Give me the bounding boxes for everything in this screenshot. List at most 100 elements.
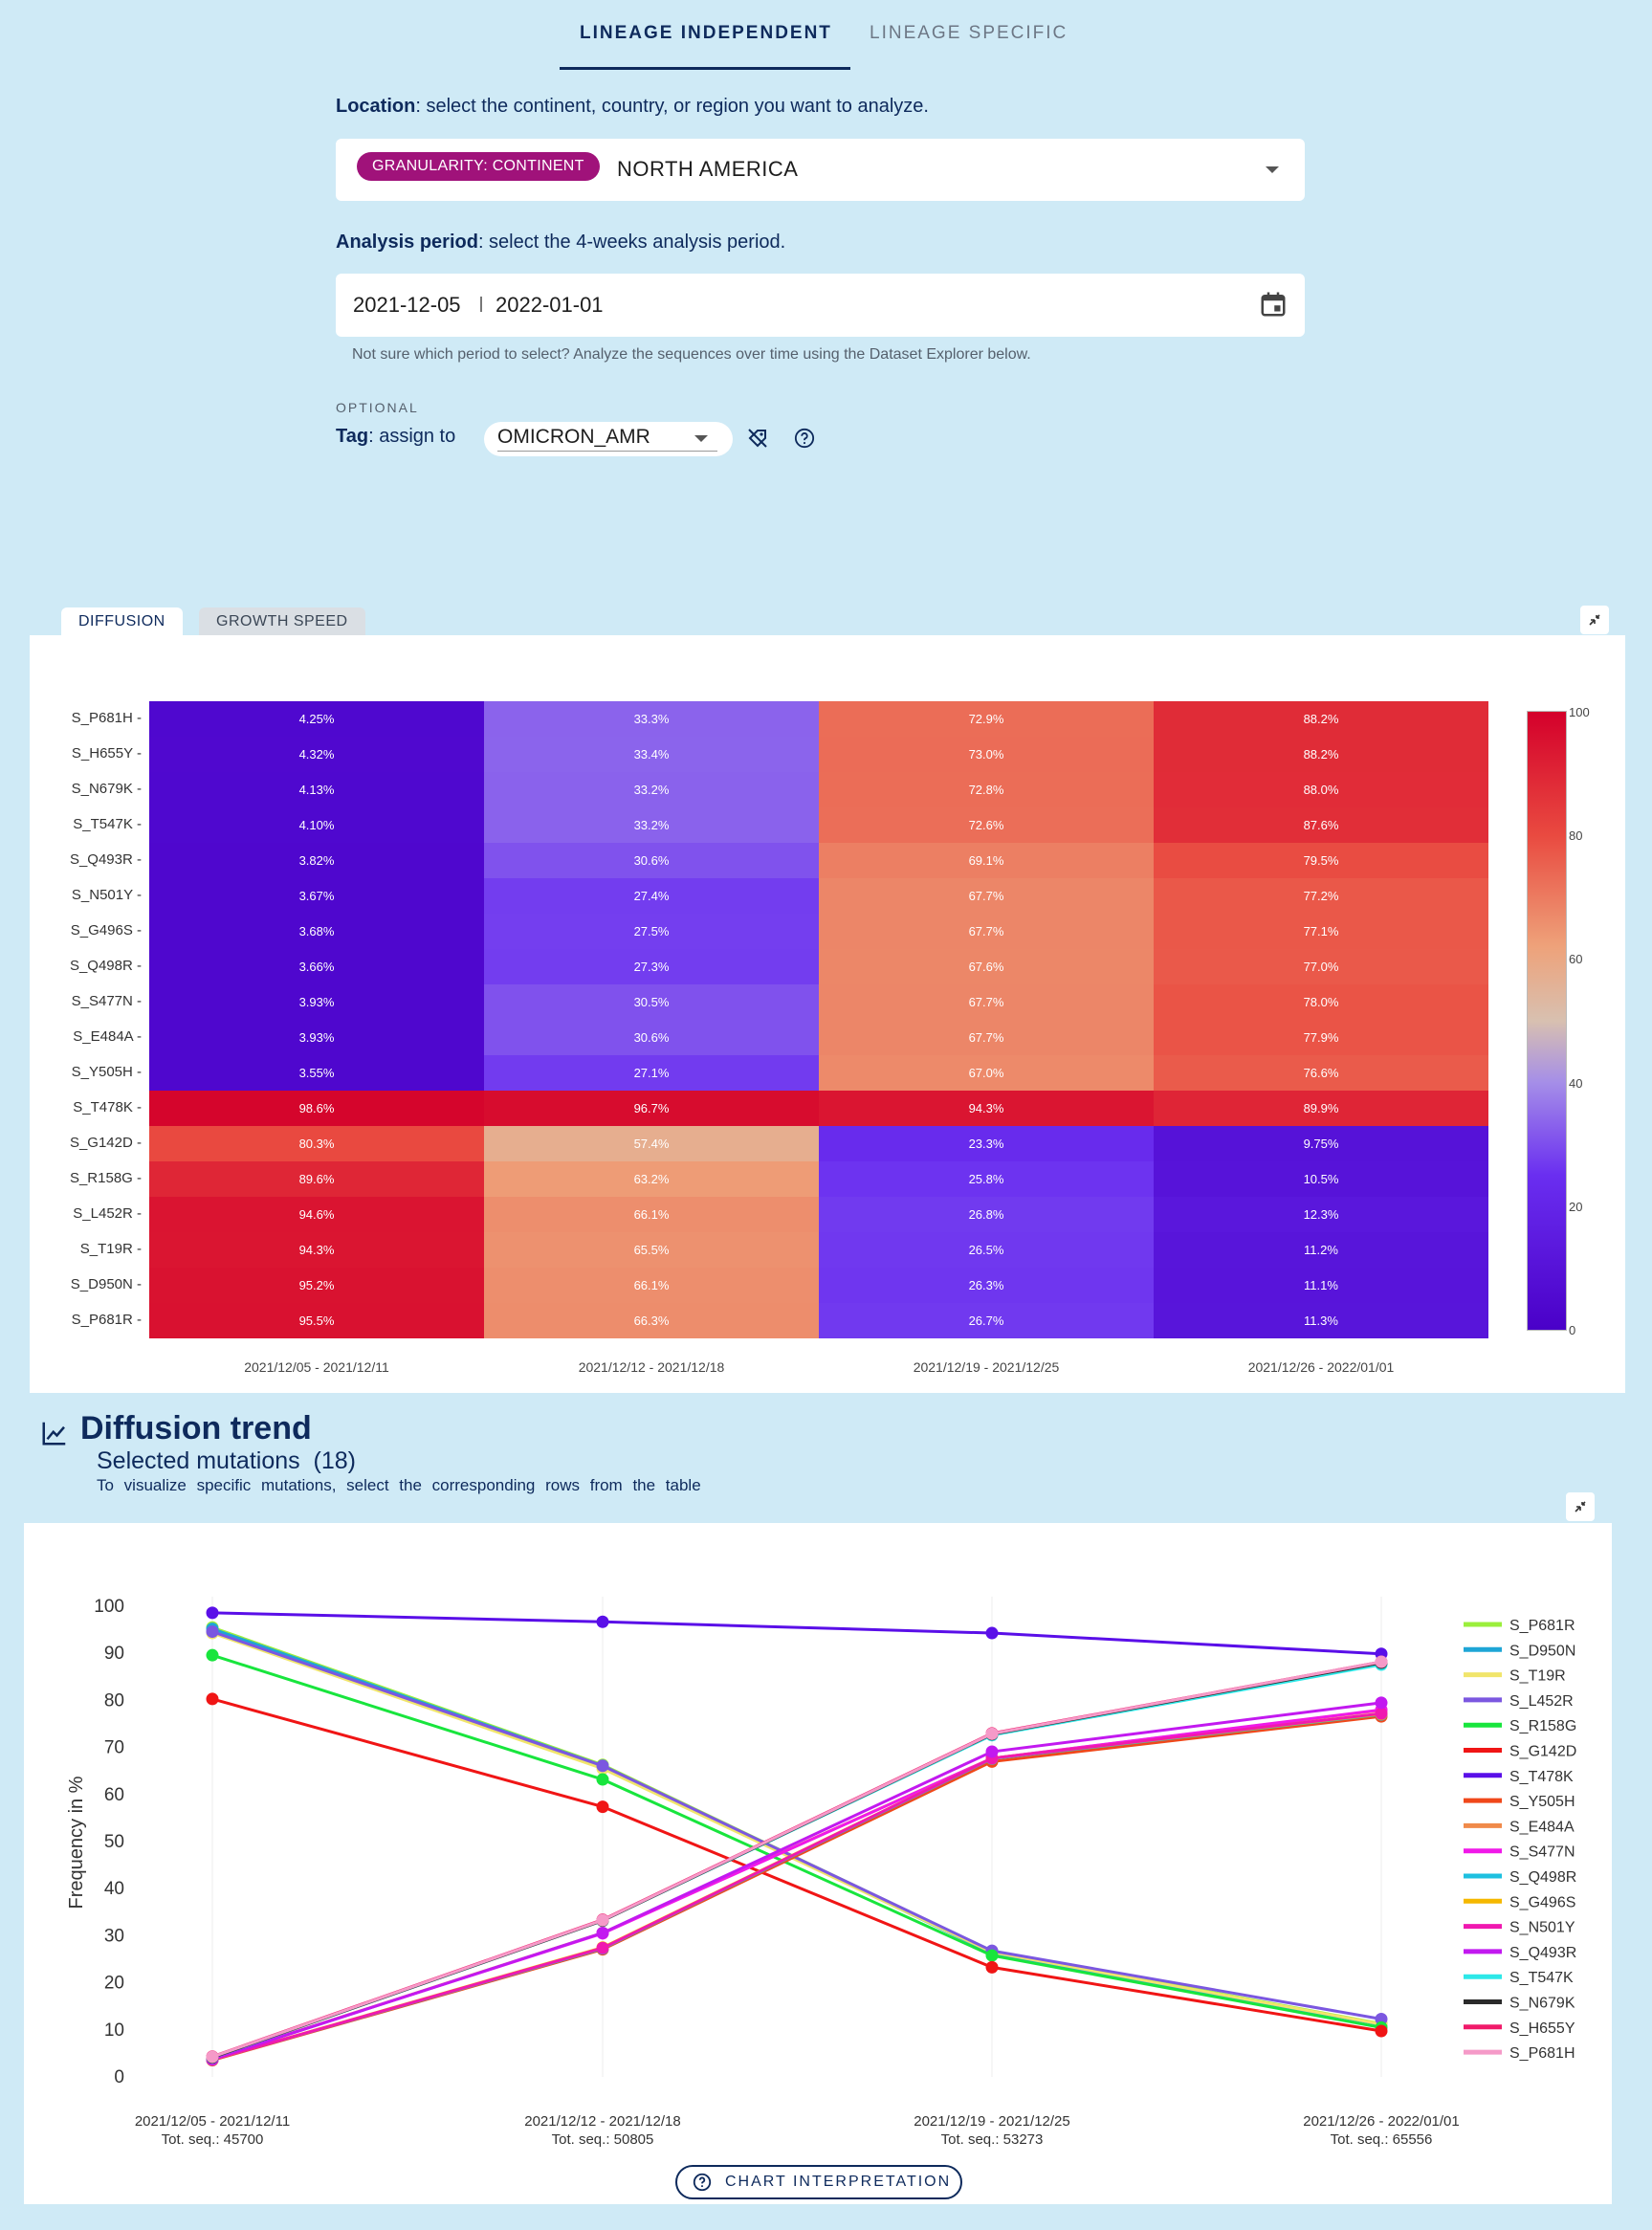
granularity-chip[interactable]: GRANULARITY: CONTINENT [357, 152, 600, 181]
heatmap-cell[interactable]: 3.82% [149, 843, 484, 878]
series-point[interactable] [985, 1960, 999, 1974]
tag-off-icon[interactable] [746, 427, 769, 450]
tag-select[interactable]: OMICRON_AMR [484, 422, 733, 456]
collapse-heatmap-button[interactable] [1580, 606, 1609, 634]
series-point[interactable] [596, 1941, 609, 1954]
series-line[interactable] [211, 1611, 1382, 1656]
heatmap-cell[interactable]: 4.25% [149, 701, 484, 737]
heatmap-cell[interactable]: 27.4% [484, 878, 819, 914]
legend-label[interactable]: S_G496S [1509, 1894, 1575, 1910]
heatmap-cell[interactable]: 27.3% [484, 949, 819, 984]
heatmap-cell[interactable]: 30.6% [484, 1020, 819, 1055]
period-date-range[interactable]: 2021-12-05 2022-01-01 [336, 274, 1305, 337]
heatmap-cell[interactable]: 88.2% [1154, 737, 1488, 772]
chart-interpretation-button[interactable]: CHART INTERPRETATION [675, 2165, 962, 2199]
heatmap-cell[interactable]: 77.2% [1154, 878, 1488, 914]
heatmap-cell[interactable]: 27.1% [484, 1055, 819, 1091]
heatmap-cell[interactable]: 67.7% [819, 1020, 1154, 1055]
heatmap-cell[interactable]: 33.3% [484, 701, 819, 737]
heatmap-row-label[interactable]: S_E484A - [73, 1028, 142, 1045]
heatmap-row-label[interactable]: S_T19R - [79, 1241, 142, 1257]
series-line[interactable] [211, 1631, 1382, 2026]
heatmap-cell[interactable]: 30.5% [484, 984, 819, 1020]
series-point[interactable] [985, 1745, 999, 1758]
heatmap-cell[interactable]: 11.2% [1154, 1232, 1488, 1268]
series-point[interactable] [206, 1648, 219, 1662]
heatmap-cell[interactable]: 63.2% [484, 1161, 819, 1197]
heatmap-cell[interactable]: 67.0% [819, 1055, 1154, 1091]
tab-growth-speed[interactable]: GROWTH SPEED [199, 607, 365, 636]
heatmap-cell[interactable]: 10.5% [1154, 1161, 1488, 1197]
series-point[interactable] [596, 1759, 609, 1773]
heatmap-cell[interactable]: 94.6% [149, 1197, 484, 1232]
heatmap-cell[interactable]: 95.5% [149, 1303, 484, 1338]
series-line[interactable] [211, 1653, 1382, 2029]
heatmap-cell[interactable]: 33.2% [484, 807, 819, 843]
legend-label[interactable]: S_G142D [1509, 1744, 1576, 1760]
heatmap-cell[interactable]: 30.6% [484, 843, 819, 878]
series-point[interactable] [596, 1800, 609, 1814]
heatmap-cell[interactable]: 27.5% [484, 914, 819, 949]
heatmap-cell[interactable]: 26.5% [819, 1232, 1154, 1268]
legend-label[interactable]: S_T19R [1509, 1668, 1566, 1685]
heatmap-cell[interactable]: 3.66% [149, 949, 484, 984]
heatmap-cell[interactable]: 69.1% [819, 843, 1154, 878]
legend-label[interactable]: S_N679K [1509, 1996, 1575, 2012]
series-line[interactable] [211, 1701, 1382, 2061]
collapse-trend-button[interactable] [1566, 1492, 1595, 1521]
series-point[interactable] [596, 1913, 609, 1927]
heatmap-cell[interactable]: 25.8% [819, 1161, 1154, 1197]
heatmap-row-label[interactable]: S_L452R - [73, 1205, 142, 1222]
heatmap-cell[interactable]: 12.3% [1154, 1197, 1488, 1232]
heatmap-cell[interactable]: 77.1% [1154, 914, 1488, 949]
heatmap-cell[interactable]: 80.3% [149, 1126, 484, 1161]
series-point[interactable] [206, 1692, 219, 1706]
heatmap-cell[interactable]: 67.7% [819, 984, 1154, 1020]
heatmap-cell[interactable]: 66.3% [484, 1303, 819, 1338]
heatmap-cell[interactable]: 77.9% [1154, 1020, 1488, 1055]
heatmap-cell[interactable]: 76.6% [1154, 1055, 1488, 1091]
series-point[interactable] [985, 1949, 999, 1962]
heatmap-cell[interactable]: 73.0% [819, 737, 1154, 772]
legend-label[interactable]: S_Y505H [1509, 1794, 1575, 1810]
heatmap-cell[interactable]: 67.7% [819, 878, 1154, 914]
series-point[interactable] [1375, 1696, 1388, 1710]
heatmap-cell[interactable]: 72.8% [819, 772, 1154, 807]
heatmap-cell[interactable]: 87.6% [1154, 807, 1488, 843]
series-line[interactable] [211, 1660, 1382, 2059]
series-point[interactable] [985, 1626, 999, 1640]
heatmap-cell[interactable]: 3.55% [149, 1055, 484, 1091]
location-select[interactable]: GRANULARITY: CONTINENT NORTH AMERICA [336, 139, 1305, 201]
heatmap-cell[interactable]: 11.3% [1154, 1303, 1488, 1338]
series-point[interactable] [1375, 2024, 1388, 2038]
heatmap-cell[interactable]: 88.2% [1154, 701, 1488, 737]
heatmap-cell[interactable]: 9.75% [1154, 1126, 1488, 1161]
period-end[interactable]: 2022-01-01 [496, 293, 604, 317]
heatmap-cell[interactable]: 57.4% [484, 1126, 819, 1161]
heatmap-row-label[interactable]: S_T547K - [73, 816, 142, 832]
legend-label[interactable]: S_Q498R [1509, 1869, 1576, 1886]
heatmap-cell[interactable]: 26.7% [819, 1303, 1154, 1338]
legend-label[interactable]: S_R158G [1509, 1718, 1576, 1734]
heatmap-cell[interactable]: 26.8% [819, 1197, 1154, 1232]
heatmap-row-label[interactable]: S_Q498R - [69, 958, 142, 974]
heatmap-cell[interactable]: 94.3% [149, 1232, 484, 1268]
tab-diffusion[interactable]: DIFFUSION [61, 607, 183, 636]
legend-label[interactable]: S_H655Y [1509, 2020, 1575, 2037]
heatmap-cell[interactable]: 94.3% [819, 1091, 1154, 1126]
heatmap-row-label[interactable]: S_Y505H - [71, 1064, 142, 1080]
heatmap-cell[interactable]: 23.3% [819, 1126, 1154, 1161]
heatmap-cell[interactable]: 4.32% [149, 737, 484, 772]
series-point[interactable] [1375, 1655, 1388, 1668]
heatmap-row-label[interactable]: S_N679K - [71, 781, 142, 797]
heatmap-row-label[interactable]: S_D950N - [70, 1276, 142, 1292]
series-point[interactable] [206, 1606, 219, 1620]
series-point[interactable] [596, 1773, 609, 1786]
heatmap-cell[interactable]: 3.93% [149, 984, 484, 1020]
series-line[interactable] [211, 1697, 1382, 2033]
tab-lineage-specific[interactable]: LINEAGE SPECIFIC [870, 23, 1068, 43]
legend-label[interactable]: S_P681H [1509, 2045, 1575, 2062]
series-point[interactable] [206, 2050, 219, 2064]
series-line[interactable] [211, 1709, 1382, 2061]
heatmap-cell[interactable]: 89.6% [149, 1161, 484, 1197]
